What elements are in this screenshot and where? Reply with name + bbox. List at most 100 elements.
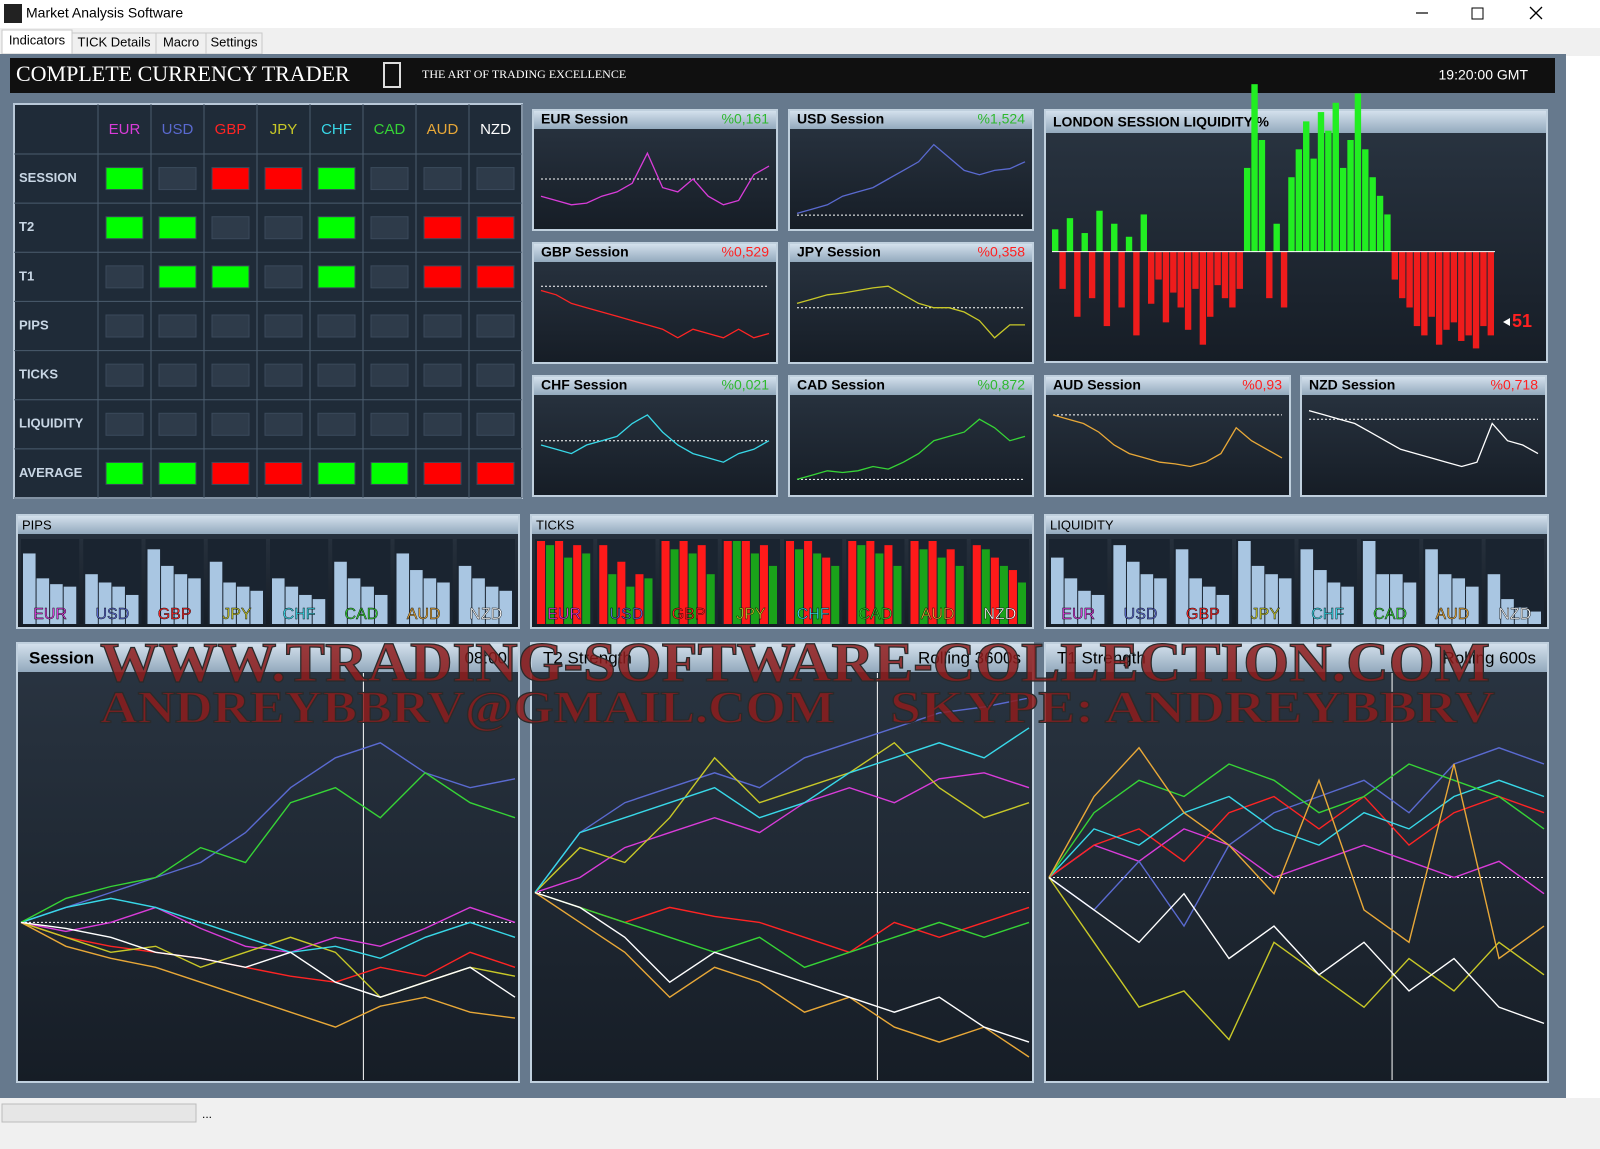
bar — [1265, 574, 1278, 624]
indicator-cell — [476, 314, 515, 338]
liquidity-bar — [1406, 251, 1413, 308]
bar — [884, 545, 893, 624]
bar — [36, 578, 50, 624]
liquidity-bar — [1192, 251, 1199, 289]
liquidity-bar — [1243, 167, 1251, 252]
currency-header: JPY — [270, 121, 298, 138]
tab[interactable] — [1, 29, 73, 55]
indicator-cell — [105, 461, 144, 485]
liquidity-bar — [1155, 251, 1162, 280]
bar — [786, 541, 795, 624]
price-line — [534, 772, 1030, 894]
bar — [608, 574, 617, 624]
indicator-cell — [158, 412, 197, 436]
bar — [1300, 549, 1314, 624]
bar — [981, 549, 990, 624]
liquidity-bar — [1221, 251, 1229, 299]
indicator-cell — [370, 265, 409, 289]
panel-title: TICKS — [536, 517, 575, 532]
currency-label: JPY — [736, 606, 766, 623]
bar — [1466, 586, 1479, 624]
restore-button[interactable] — [1471, 7, 1484, 20]
indicator-cell — [264, 363, 303, 387]
liquidity-bar — [1147, 251, 1155, 304]
indicator-cell — [105, 216, 144, 240]
liquidity-bar — [1465, 251, 1472, 336]
title-bar — [0, 0, 1600, 28]
bar — [972, 545, 981, 624]
bar — [661, 541, 670, 624]
session-panel-header — [534, 377, 776, 395]
tab-label[interactable]: Indicators — [9, 32, 66, 47]
indicator-cell — [264, 412, 303, 436]
indicator-cell — [370, 167, 409, 191]
liquidity-bar — [1310, 158, 1317, 252]
bar — [361, 586, 374, 624]
currency-header: USD — [162, 121, 194, 138]
strength-chart — [530, 642, 1034, 1083]
bar — [723, 541, 732, 624]
price-line — [534, 891, 1030, 1058]
price-line — [796, 143, 1026, 215]
close-button[interactable] — [1529, 6, 1543, 20]
liquidity-bar — [1362, 149, 1369, 252]
bar — [1126, 561, 1140, 624]
session-panel-header — [534, 244, 776, 262]
liquidity-bar — [1229, 251, 1236, 308]
bar — [1514, 607, 1528, 624]
progress-bar — [1, 1103, 197, 1123]
price-line — [796, 285, 1025, 339]
indicator-cell — [158, 314, 197, 338]
strength-chart — [16, 642, 520, 1083]
currency-label: CHF — [1311, 606, 1344, 623]
panel-title: LONDON SESSION LIQUIDITY % — [1053, 114, 1270, 130]
liquidity-bar — [1480, 251, 1487, 327]
panel-title: LIQUIDITY — [1050, 517, 1114, 532]
bar — [1501, 599, 1514, 624]
indicator-cell — [317, 265, 356, 289]
session-panel-header — [1302, 377, 1545, 395]
bar — [644, 578, 653, 624]
bar — [223, 582, 236, 624]
bar — [174, 574, 188, 624]
bar — [1376, 574, 1390, 624]
currency-header: CAD — [374, 121, 406, 138]
currency-header: NZD — [480, 121, 511, 138]
bar — [161, 565, 174, 624]
liquidity-bar — [1472, 251, 1480, 349]
price-line — [1048, 877, 1545, 1041]
indicator-cell — [423, 412, 462, 436]
bar — [499, 590, 512, 624]
liquidity-bar — [1088, 251, 1096, 299]
panel-title: JPY Session — [797, 244, 881, 260]
currency-header: AUD — [427, 121, 459, 138]
bar — [875, 553, 884, 624]
bar — [1487, 574, 1501, 624]
panel-title: EUR Session — [541, 111, 628, 127]
indicator-cell — [211, 314, 250, 338]
bar — [112, 586, 125, 624]
indicator-cell — [476, 216, 515, 240]
indicator-cell — [370, 461, 409, 485]
tab-label[interactable]: Macro — [163, 34, 199, 49]
tab-label[interactable]: Settings — [211, 34, 258, 49]
bar — [1175, 549, 1189, 624]
liquidity-bar — [1325, 130, 1332, 252]
window-title: Market Analysis Software — [26, 5, 183, 21]
bar — [209, 561, 223, 624]
bar — [928, 541, 937, 624]
strength-chart — [1044, 642, 1549, 1083]
price-line — [1048, 747, 1545, 928]
bar — [599, 545, 608, 624]
tab-label[interactable]: TICK Details — [78, 34, 151, 49]
price-line — [534, 891, 1030, 969]
panel-title: T1 Strength — [1057, 648, 1146, 667]
indicator-cell — [105, 314, 144, 338]
bar — [1008, 570, 1017, 624]
session-panel — [788, 109, 1034, 231]
app-icon — [4, 4, 22, 23]
bar — [1140, 574, 1154, 624]
bar — [1452, 578, 1466, 624]
indicator-cell — [264, 461, 303, 485]
